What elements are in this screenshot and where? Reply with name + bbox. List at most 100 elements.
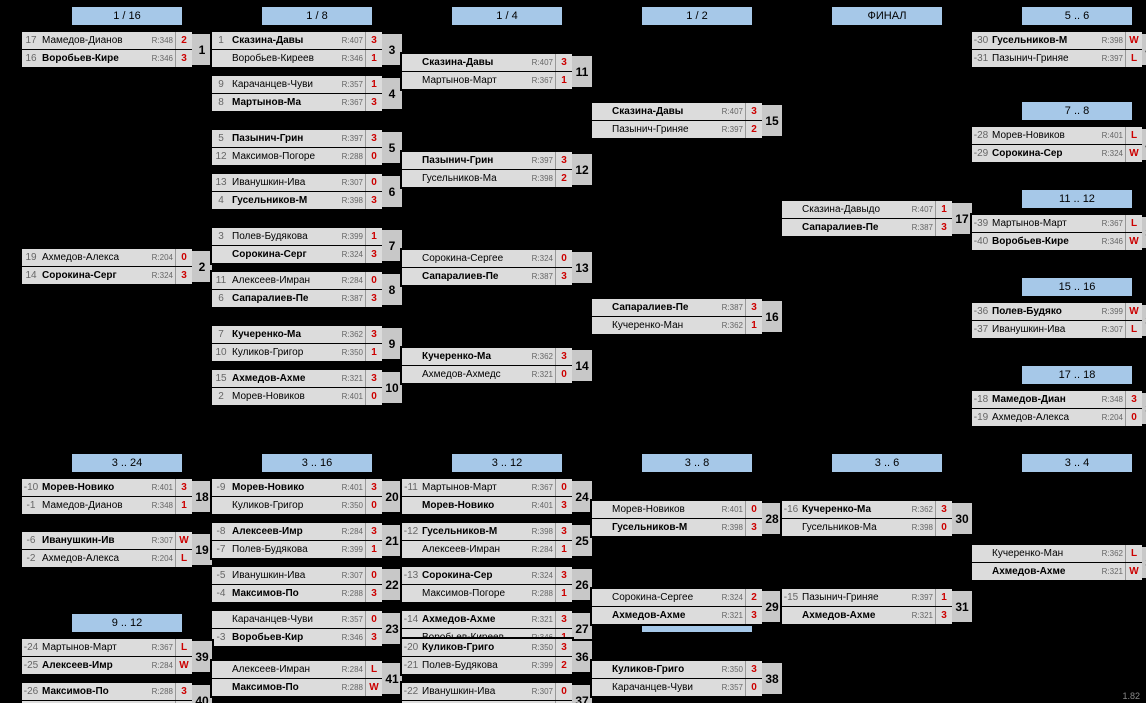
- match-cell[interactable]: Карачанцев-ЧувиR:3570-3Воробьев-КирR:346…: [210, 609, 384, 648]
- match-cell[interactable]: 19Ахмедов-АлексаR:204014Сорокина-СергR:3…: [20, 247, 194, 286]
- seed: -25: [22, 660, 40, 671]
- match-cell[interactable]: -20Куликов-ГригоR:3503-21Полев-БудяковаR…: [400, 637, 574, 676]
- match-number: 15: [762, 103, 784, 138]
- player-name: Куликов-Григор: [230, 347, 342, 358]
- player-name: Ахмедов-Ахме: [800, 610, 912, 621]
- score: 3: [555, 348, 572, 365]
- rating: R:399: [342, 545, 365, 554]
- match-cell[interactable]: -24Мартынов-МартR:367L-25Алексеев-ИмрR:2…: [20, 637, 194, 676]
- seed: 3: [212, 231, 230, 242]
- player-name: Гусельников-Ма: [800, 522, 912, 533]
- rating: R:362: [1102, 549, 1125, 558]
- match-cell[interactable]: -9Морев-НовикоR:4013Куликов-ГригорR:3500…: [210, 477, 384, 516]
- match-number: 11: [572, 54, 594, 89]
- match-cell[interactable]: -22Иванушкин-ИваR:3070-23Карачанцев-ЧR:3…: [400, 681, 574, 703]
- score: 0: [365, 174, 382, 191]
- seed: 9: [212, 79, 230, 90]
- rating: R:387: [722, 303, 745, 312]
- score: 3: [1125, 391, 1142, 408]
- score: 3: [365, 192, 382, 209]
- rating: R:367: [1102, 219, 1125, 228]
- match-cell[interactable]: -13Сорокина-СерR:3243Максимов-ПогореR:28…: [400, 565, 574, 604]
- match-cell[interactable]: -15Пазынич-ГриняеR:3971Ахмедов-АхмеR:321…: [780, 587, 954, 626]
- score: 0: [365, 148, 382, 165]
- player-name: Пазынич-Грин: [420, 155, 532, 166]
- player-name: Морев-Новиков: [610, 504, 722, 515]
- match-cell[interactable]: -11Мартынов-МартR:3670Морев-НовикоR:4013…: [400, 477, 574, 516]
- match-cell[interactable]: -12Гусельников-МR:3983Алексеев-ИмранR:28…: [400, 521, 574, 560]
- round-header: 1 / 2: [640, 5, 754, 27]
- match-cell[interactable]: 17Мамедов-ДиановR:348216Воробьев-КиреR:3…: [20, 30, 194, 69]
- match-cell[interactable]: 5Пазынич-ГринR:397312Максимов-ПогореR:28…: [210, 128, 384, 167]
- player-name: Максимов-По: [230, 682, 342, 693]
- round-header: 1 / 16: [70, 5, 184, 27]
- match-cell[interactable]: Сапаралиев-ПеR:3873Кучеренко-МанR:362116: [590, 297, 764, 336]
- match-cell[interactable]: Куликов-ГригоR:3503Карачанцев-ЧувиR:3570…: [590, 659, 764, 698]
- score: 1: [935, 201, 952, 218]
- match-cell[interactable]: -6Иванушкин-ИвR:307W-2Ахмедов-АлексаR:20…: [20, 530, 194, 569]
- match-cell[interactable]: Кучеренко-МанR:362LАхмедов-АхмеR:321W32: [970, 543, 1144, 582]
- match-cell[interactable]: Сказина-ДавыR:4073Пазынич-ГриняеR:397215: [590, 101, 764, 140]
- match-cell[interactable]: Алексеев-ИмранR:284LМаксимов-ПоR:288W41: [210, 659, 384, 698]
- seed: -15: [782, 592, 800, 603]
- seed: 16: [22, 53, 40, 64]
- rating: R:324: [722, 593, 745, 602]
- match-cell[interactable]: Кучеренко-МаR:3623Ахмедов-АхмедсR:321014: [400, 346, 574, 385]
- rating: R:401: [342, 483, 365, 492]
- match-cell[interactable]: -26Максимов-ПоR:2883-27Воробьев-КиреевR:…: [20, 681, 194, 703]
- rating: R:401: [342, 392, 365, 401]
- player-name: Кучеренко-Ма: [420, 351, 532, 362]
- match-cell[interactable]: 9Карачанцев-ЧувиR:35718Мартынов-МаR:3673…: [210, 74, 384, 113]
- player-name: Иванушкин-Ива: [230, 177, 342, 188]
- seed: -14: [402, 614, 420, 625]
- score: L: [1125, 321, 1142, 338]
- match-cell[interactable]: -39Мартынов-МартR:367L-40Воробьев-КиреR:…: [970, 213, 1144, 252]
- match-cell[interactable]: 1Сказина-ДавыR:4073Воробьев-КиреевR:3461…: [210, 30, 384, 69]
- seed: -40: [972, 236, 990, 247]
- match-cell[interactable]: -28Морев-НовиковR:401L-29Сорокина-СерR:3…: [970, 125, 1144, 164]
- match-cell[interactable]: Сорокина-СергееR:3242Ахмедов-АхмеR:32132…: [590, 587, 764, 626]
- match-cell[interactable]: -36Полев-БудякоR:399W-37Иванушкин-ИваR:3…: [970, 301, 1144, 340]
- match-cell[interactable]: -8Алексеев-ИмрR:2843-7Полев-БудяковаR:39…: [210, 521, 384, 560]
- score: 3: [935, 501, 952, 518]
- score: 3: [555, 611, 572, 628]
- match-cell[interactable]: Сказина-ДавыдоR:4071Сапаралиев-ПеR:38731…: [780, 199, 954, 238]
- score: 0: [365, 388, 382, 405]
- rating: R:399: [532, 661, 555, 670]
- match-cell[interactable]: 7Кучеренко-МаR:362310Куликов-ГригорR:350…: [210, 324, 384, 363]
- rating: R:346: [152, 54, 175, 63]
- score: 2: [175, 32, 192, 49]
- round-header: 3 .. 4: [1020, 452, 1134, 474]
- score: 0: [935, 519, 952, 536]
- score: 1: [365, 76, 382, 93]
- round-header: 7 .. 8: [1020, 100, 1134, 122]
- seed: -37: [972, 324, 990, 335]
- score: 2: [555, 170, 572, 187]
- match-cell[interactable]: -16Кучеренко-МаR:3623Гусельников-МаR:398…: [780, 499, 954, 538]
- score: W: [1125, 233, 1142, 250]
- match-cell[interactable]: Морев-НовиковR:4010Гусельников-МR:398328: [590, 499, 764, 538]
- seed: -26: [22, 686, 40, 697]
- match-cell[interactable]: -18Мамедов-ДианR:3483-19Ахмедов-АлексаR:…: [970, 389, 1144, 428]
- match-cell[interactable]: -30Гусельников-МR:398W-31Пазынич-ГриняеR…: [970, 30, 1144, 69]
- rating: R:399: [342, 232, 365, 241]
- match-cell[interactable]: 11Алексеев-ИмранR:28406Сапаралиев-ПеR:38…: [210, 270, 384, 309]
- seed: 14: [22, 270, 40, 281]
- player-name: Сказина-Давы: [420, 57, 532, 68]
- round-header: 17 .. 18: [1020, 364, 1134, 386]
- score: 1: [555, 72, 572, 89]
- match-cell[interactable]: 15Ахмедов-АхмеR:32132Морев-НовиковR:4010…: [210, 368, 384, 407]
- match-cell[interactable]: Пазынич-ГринR:3973Гусельников-МаR:398212: [400, 150, 574, 189]
- match-cell[interactable]: -10Морев-НовикоR:4013-1Мамедов-ДиановR:3…: [20, 477, 194, 516]
- player-name: Максимов-По: [40, 686, 152, 697]
- player-name: Ахмедов-Ахме: [990, 566, 1102, 577]
- match-cell[interactable]: -5Иванушкин-ИваR:3070-4Максимов-ПоR:2883…: [210, 565, 384, 604]
- match-cell[interactable]: 13Иванушкин-ИваR:30704Гусельников-МR:398…: [210, 172, 384, 211]
- rating: R:348: [152, 36, 175, 45]
- rating: R:288: [342, 152, 365, 161]
- match-number: 12: [572, 152, 594, 187]
- match-cell[interactable]: Сорокина-СергееR:3240Сапаралиев-ПеR:3873…: [400, 248, 574, 287]
- match-cell[interactable]: 3Полев-БудяковаR:3991Сорокина-СергR:3243…: [210, 226, 384, 265]
- rating: R:397: [342, 134, 365, 143]
- match-cell[interactable]: Сказина-ДавыR:4073Мартынов-МартR:367111: [400, 52, 574, 91]
